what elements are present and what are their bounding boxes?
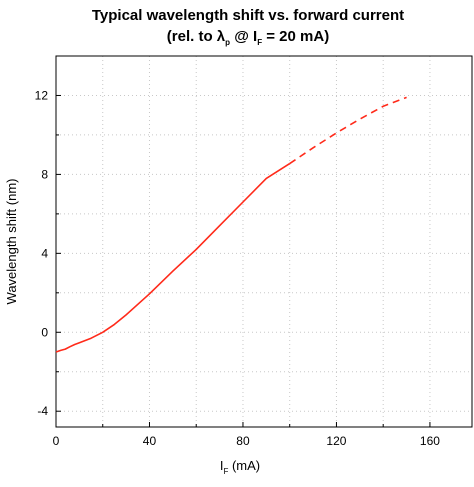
plot-frame [55, 55, 473, 428]
x-axis-label-suffix: (mA) [228, 458, 260, 473]
y-tick-label: 4 [41, 246, 48, 260]
y-tick-label: -4 [37, 404, 48, 418]
series-line-extrapolated [289, 96, 407, 165]
subtitle-prefix: (rel. to λ [167, 28, 226, 45]
x-axis-label: IF (mA) [220, 458, 260, 476]
subtitle-suffix: = 20 mA) [262, 28, 329, 45]
grid [56, 55, 472, 427]
subtitle-sub-f: F [257, 38, 262, 47]
x-tick-label: 40 [143, 434, 157, 448]
ticks: 0 40 80 120 160 -4 0 4 8 12 [35, 55, 440, 448]
series-line-measured [55, 162, 291, 353]
y-tick-label: 8 [41, 167, 48, 181]
x-tick-label: 160 [420, 434, 440, 448]
x-axis-label-main: I [220, 458, 224, 473]
x-tick-label: 120 [326, 434, 346, 448]
chart-title: Typical wavelength shift vs. forward cur… [92, 7, 404, 24]
y-tick-label: 12 [35, 88, 49, 102]
series-lines [55, 96, 407, 353]
y-tick-label: 0 [41, 325, 48, 339]
x-axis-label-sub: F [223, 467, 228, 476]
x-tick-label: 80 [236, 434, 250, 448]
y-axis-label: Wavelength shift (nm) [4, 179, 19, 305]
x-tick-label: 0 [53, 434, 60, 448]
subtitle-sub-p: p [225, 38, 230, 47]
chart-subtitle: (rel. to λp @ IF = 20 mA) [167, 28, 329, 47]
subtitle-mid: @ I [230, 28, 257, 45]
